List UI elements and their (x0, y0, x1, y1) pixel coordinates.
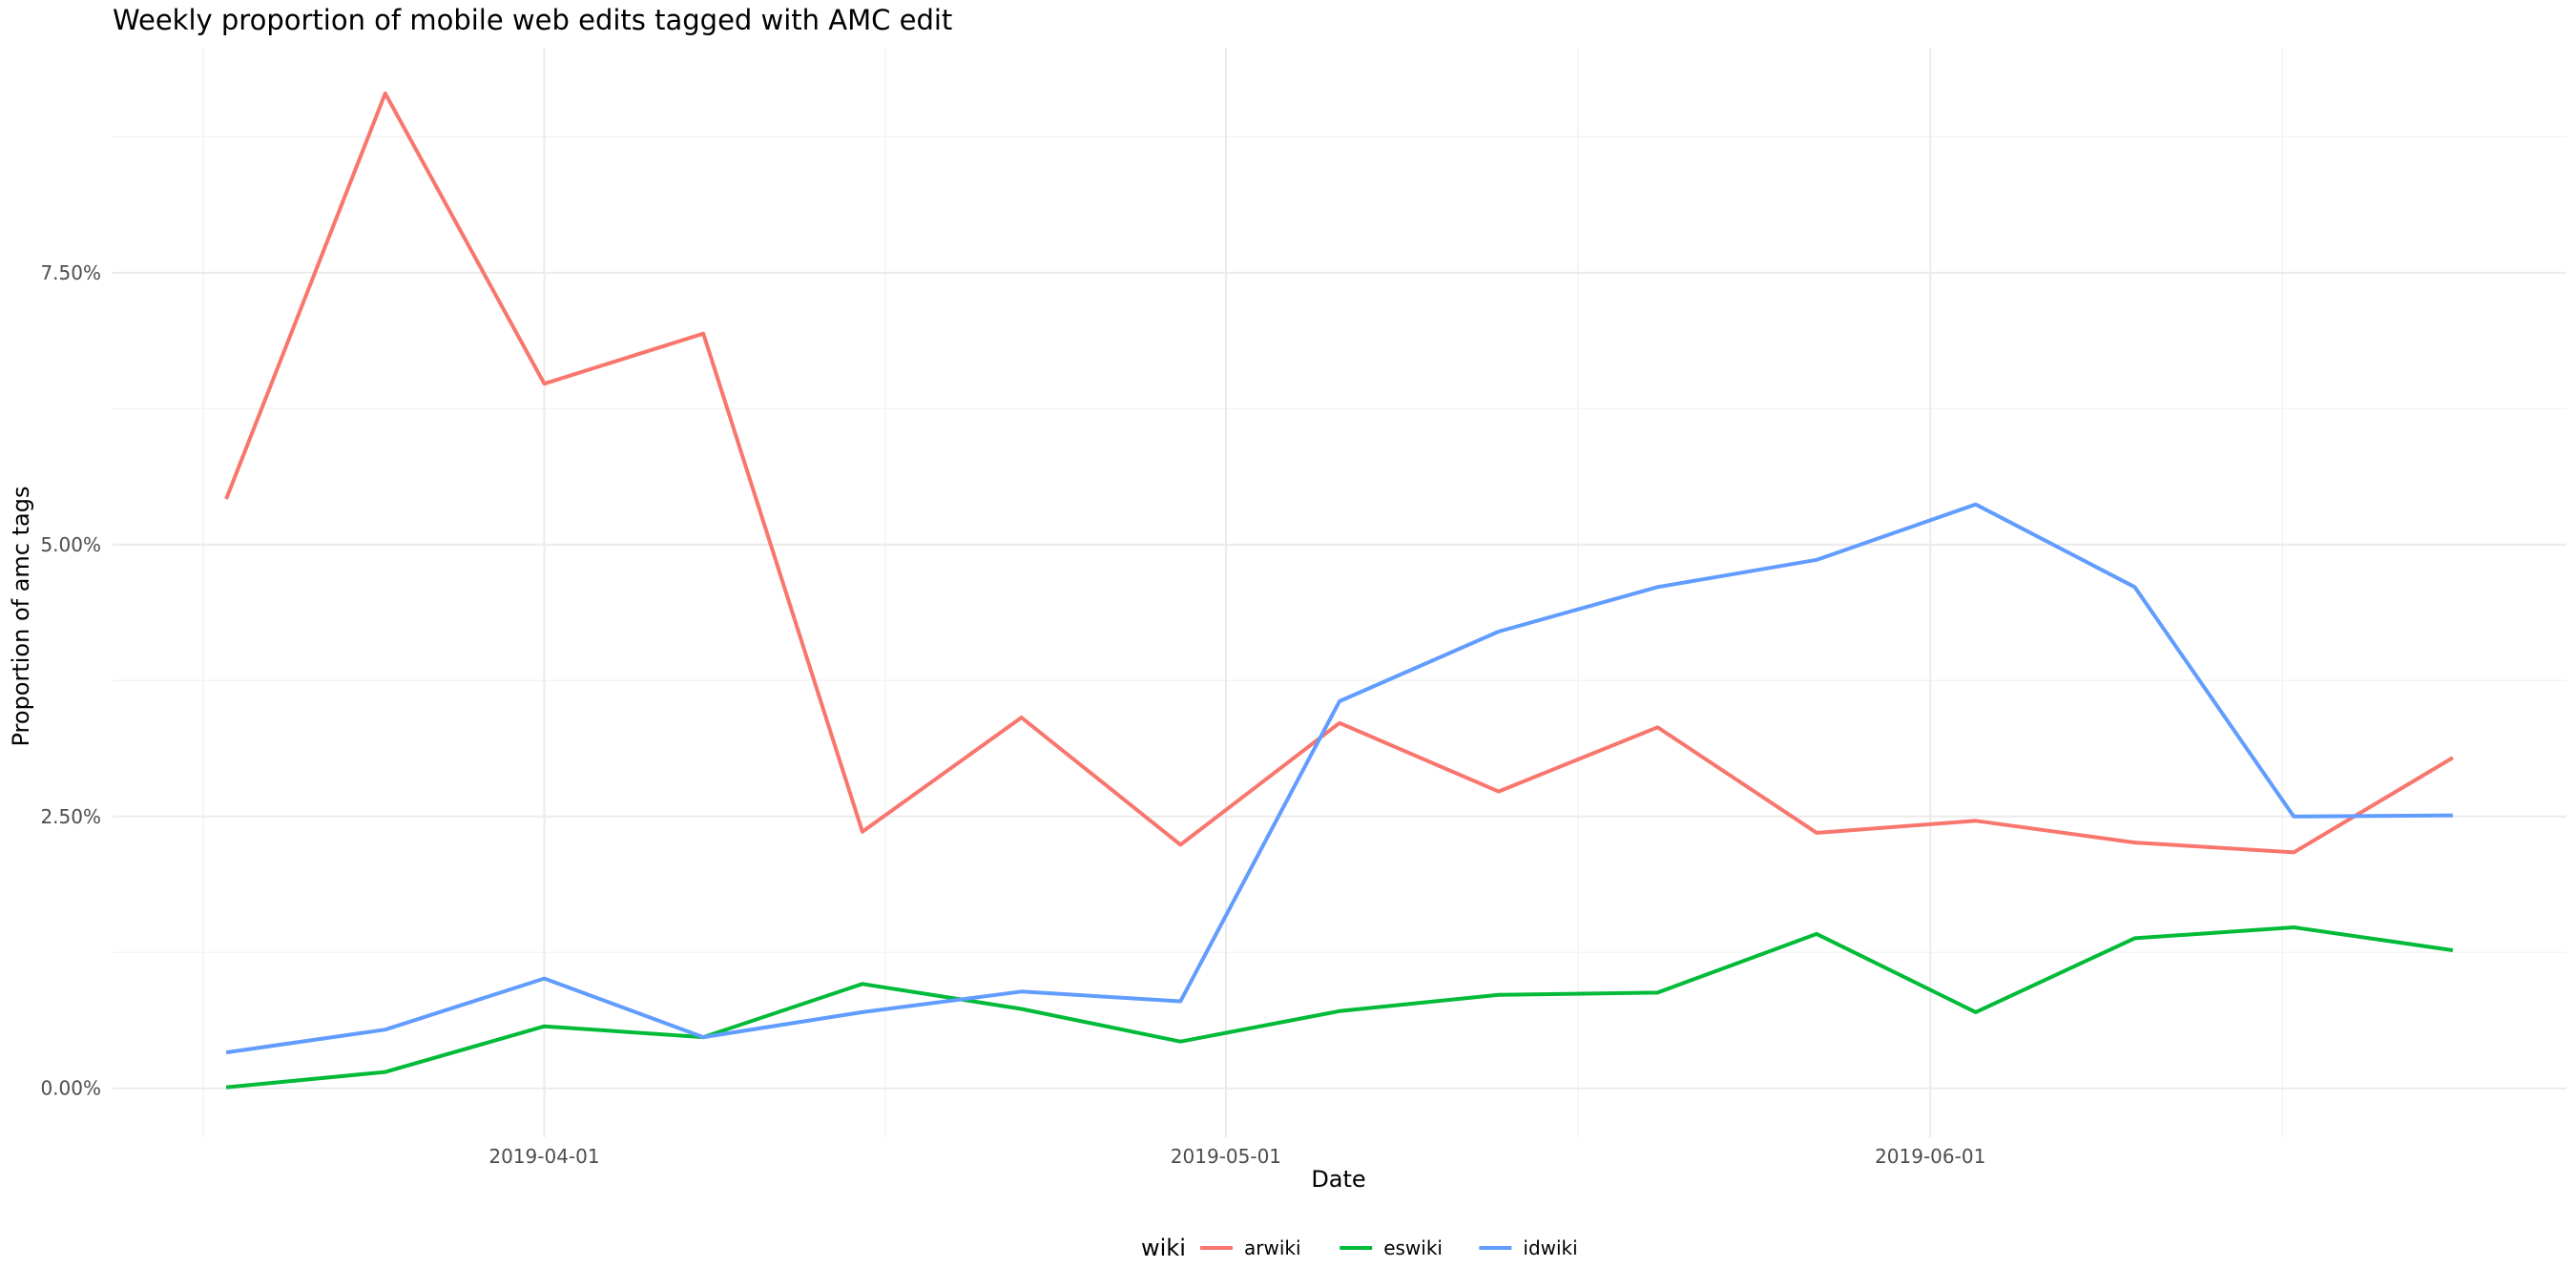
legend-label-arwiki: arwiki (1244, 1236, 1301, 1259)
minor-gridlines (113, 48, 2566, 1137)
y-tick-label: 7.50% (40, 261, 101, 284)
legend-label-idwiki: idwiki (1523, 1236, 1577, 1259)
y-axis-tick-labels: 0.00% 2.50% 5.00% 7.50% (40, 261, 101, 1100)
x-tick-label: 2019-06-01 (1875, 1145, 1985, 1168)
legend: wiki arwiki eswiki idwiki (1141, 1235, 1578, 1261)
x-tick-label: 2019-04-01 (488, 1145, 599, 1168)
series-lines (224, 91, 2454, 1090)
y-tick-label: 0.00% (40, 1077, 101, 1100)
series-line-idwiki (225, 502, 2453, 1055)
x-axis-title: Date (1311, 1166, 1365, 1193)
legend-label-eswiki: eswiki (1383, 1236, 1443, 1259)
x-tick-label: 2019-05-01 (1171, 1145, 1281, 1168)
y-tick-label: 2.50% (40, 805, 101, 828)
y-tick-label: 5.00% (40, 533, 101, 556)
series-line-eswiki (225, 925, 2454, 1090)
major-gridlines (113, 48, 2566, 1137)
x-axis-tick-labels: 2019-04-01 2019-05-01 2019-06-01 (488, 1145, 1985, 1168)
y-axis-title: Proportion of amc tags (8, 487, 34, 747)
series-line-arwiki (224, 91, 2454, 855)
chart-title: Weekly proportion of mobile web edits ta… (113, 4, 953, 36)
legend-title: wiki (1141, 1235, 1186, 1261)
